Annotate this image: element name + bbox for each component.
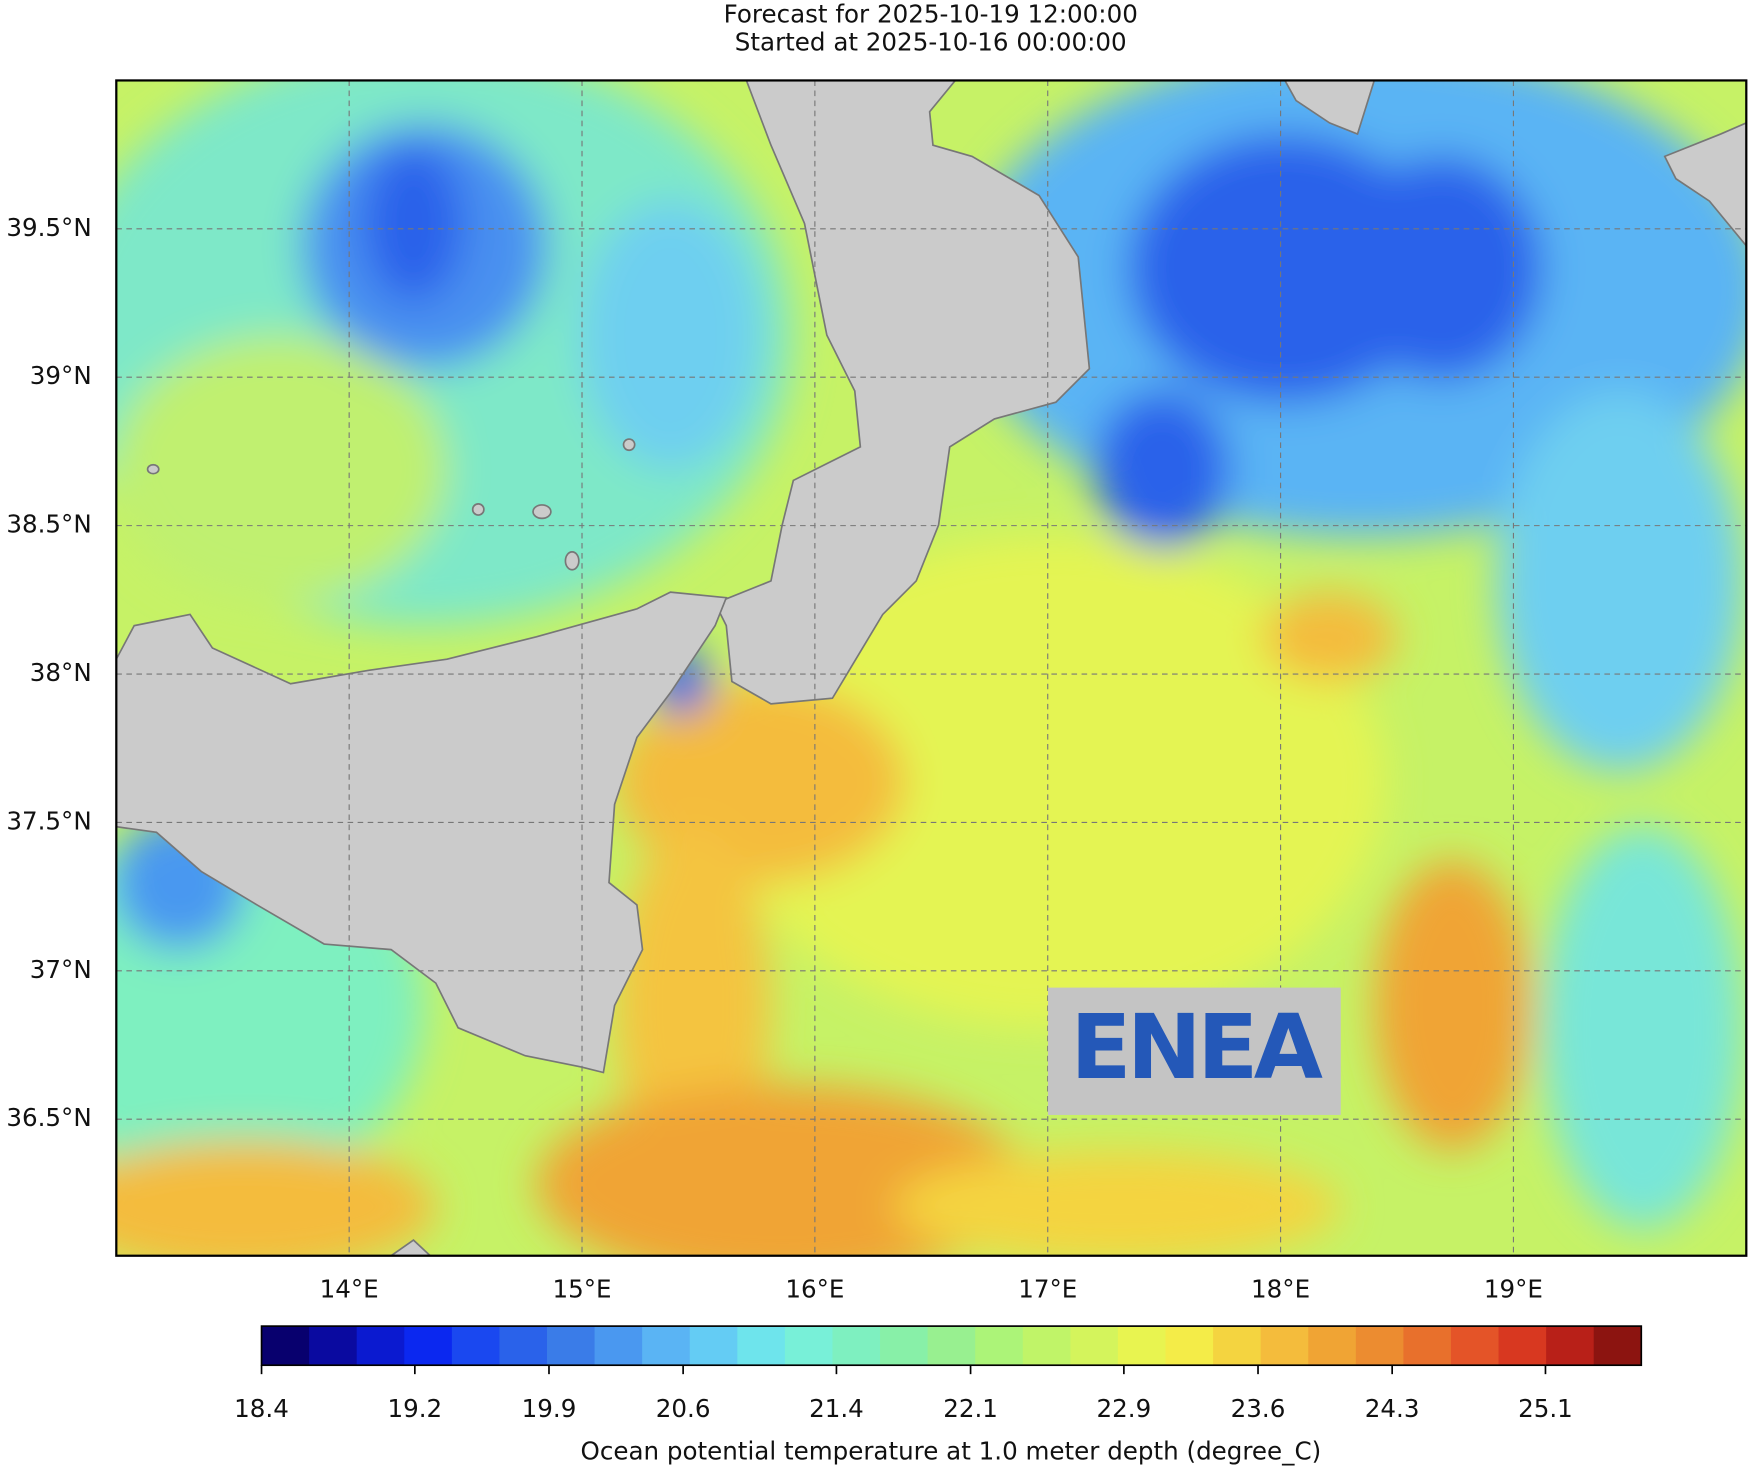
lat-tick-label: 38.5°N [6, 510, 91, 539]
logo: ENEA [1070, 996, 1322, 1100]
colorbar-level [1498, 1326, 1547, 1366]
colorbar-level [547, 1326, 596, 1366]
colorbar-level [927, 1326, 976, 1366]
lon-tick-label: 17°E [1018, 1274, 1077, 1303]
title: Forecast for 2025-10-19 12:00:00 [724, 0, 1138, 29]
colorbar-tick-label: 24.3 [1365, 1394, 1420, 1423]
lon-tick-label: 18°E [1251, 1274, 1310, 1303]
colorbar-level [499, 1326, 548, 1366]
colorbar-level [356, 1326, 405, 1366]
colorbar: 18.4 19.2 19.9 20.6 21.4 22.1 22.9 23.6 24.3 25.1 [234, 1325, 1643, 1423]
colorbar-level [784, 1326, 834, 1366]
colorbar-level [1022, 1326, 1071, 1366]
map-frame [115, 79, 1748, 1257]
colorbar-level [261, 1326, 310, 1366]
subtitle: Started at 2025-10-16 00:00:00 [735, 28, 1127, 57]
colorbar-level [689, 1326, 738, 1366]
lon-tick-label: 19°E [1484, 1274, 1543, 1303]
colorbar-level [1355, 1326, 1404, 1366]
colorbar-tick-label: 23.6 [1231, 1394, 1286, 1423]
colorbar-level [309, 1326, 358, 1366]
colorbar-level [832, 1326, 881, 1366]
lon-tick-label: 15°E [552, 1274, 611, 1303]
colorbar-level [1117, 1326, 1167, 1366]
colorbar-level [1308, 1326, 1357, 1366]
colorbar-tick-label: 22.9 [1097, 1394, 1152, 1423]
colorbar-tick-label: 22.1 [943, 1394, 998, 1423]
colorbar-tick-label: 20.6 [656, 1394, 711, 1423]
colorbar-label: Ocean potential temperature at 1.0 meter… [581, 1436, 1322, 1465]
colorbar-tick-label: 21.4 [809, 1394, 864, 1423]
colorbar-level [1165, 1326, 1214, 1366]
lat-tick-label: 36.5°N [6, 1103, 91, 1132]
lon-tick-label: 14°E [320, 1274, 379, 1303]
lat-tick-label: 37°N [30, 955, 92, 984]
lat-tick-label: 39.5°N [6, 213, 91, 242]
land [116, 80, 1747, 1256]
colorbar-level [642, 1326, 691, 1366]
colorbar-level [1403, 1326, 1452, 1366]
lat-tick-label: 37.5°N [6, 806, 91, 835]
logo-box [1048, 987, 1341, 1115]
lon-tick-label: 16°E [785, 1274, 844, 1303]
colorbar-tick-label: 25.1 [1518, 1394, 1573, 1423]
colorbar-level [451, 1326, 500, 1366]
colorbar-level [1260, 1326, 1309, 1366]
colorbar-level [594, 1326, 643, 1366]
colorbar-tick-label: 19.2 [387, 1394, 442, 1423]
colorbar-level [737, 1326, 786, 1366]
colorbar-tick-label: 19.9 [522, 1394, 577, 1423]
colorbar-frame [260, 1325, 1643, 1367]
lat-tick-label: 38°N [30, 658, 92, 687]
colorbar-tick-label: 18.4 [234, 1394, 289, 1423]
colorbar-level [1546, 1326, 1595, 1366]
colorbar-level [404, 1326, 453, 1366]
colorbar-level [975, 1326, 1024, 1366]
colorbar-level [1213, 1326, 1262, 1366]
colorbar-level [1593, 1326, 1642, 1366]
lat-tick-label: 39°N [30, 361, 92, 390]
colorbar-level [880, 1326, 929, 1366]
colorbar-level [1070, 1326, 1119, 1366]
colorbar-level [1450, 1326, 1500, 1366]
